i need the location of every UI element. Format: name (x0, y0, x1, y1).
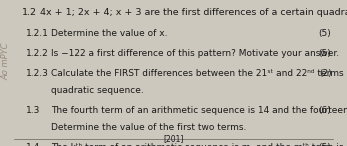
Text: Calculate the FIRST differences between the 21ˢᵗ and 22ⁿᵈ terms of the: Calculate the FIRST differences between … (51, 69, 347, 78)
Text: Is −122 a first difference of this pattern? Motivate your answer.: Is −122 a first difference of this patte… (51, 49, 339, 58)
Text: (2): (2) (319, 69, 331, 78)
Text: [201]: [201] (163, 134, 184, 143)
Text: 1.2.1: 1.2.1 (26, 29, 49, 38)
Text: 1.2.3: 1.2.3 (26, 69, 49, 78)
Text: The kᵗʰ term of an arithmetic sequence is m, and the mᵗʰ term is equal to k,: The kᵗʰ term of an arithmetic sequence i… (51, 143, 347, 146)
Text: The fourth term of an arithmetic sequence is 14 and the fourteenth term is 44.: The fourth term of an arithmetic sequenc… (51, 106, 347, 115)
Text: Determine the value of x.: Determine the value of x. (51, 29, 168, 38)
Text: quadratic sequence.: quadratic sequence. (51, 86, 144, 95)
Text: (6): (6) (319, 106, 331, 115)
Text: (5): (5) (319, 143, 331, 146)
Text: 1.4: 1.4 (26, 143, 40, 146)
Text: 1.3: 1.3 (26, 106, 40, 115)
Text: 1.2.2: 1.2.2 (26, 49, 49, 58)
Text: 4x + 1; 2x + 4; x + 3 are the first differences of a certain quadratic pattern.: 4x + 1; 2x + 4; x + 3 are the first diff… (40, 8, 347, 17)
Text: (5): (5) (319, 29, 331, 38)
Text: (5): (5) (319, 49, 331, 58)
Text: Ao mPYC: Ao mPYC (2, 43, 11, 80)
Text: 1.2: 1.2 (22, 8, 36, 17)
Text: Determine the value of the first two terms.: Determine the value of the first two ter… (51, 123, 247, 132)
